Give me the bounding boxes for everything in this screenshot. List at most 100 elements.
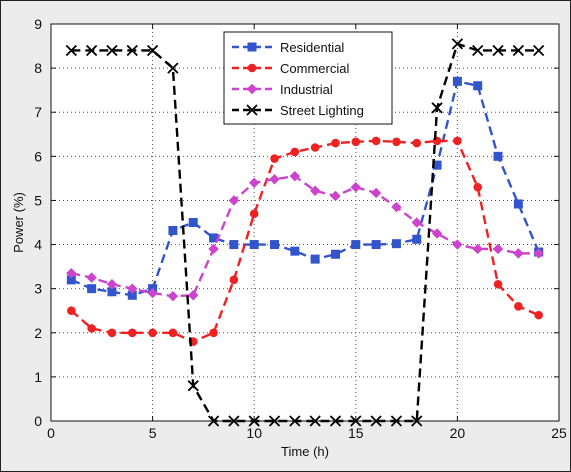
- series-line-street-lighting: [71, 42, 539, 423]
- data-point-residential: [371, 240, 381, 250]
- data-point-residential: [351, 240, 361, 250]
- data-point-commercial: [209, 328, 218, 338]
- data-point-commercial: [290, 147, 300, 157]
- data-point-commercial: [392, 137, 401, 147]
- data-point-industrial: [330, 190, 341, 202]
- data-point-street-lighting: [492, 44, 504, 57]
- data-point-industrial: [188, 290, 199, 301]
- x-marker-stroke: [126, 44, 138, 57]
- data-point-commercial: [514, 302, 523, 311]
- data-point-industrial: [248, 177, 260, 189]
- data-point-industrial: [208, 243, 219, 255]
- data-point-industrial: [86, 272, 97, 283]
- data-point-industrial: [147, 287, 158, 299]
- legend-swatch-marker: [247, 42, 257, 52]
- data-point-residential: [513, 199, 523, 209]
- data-point-industrial: [269, 174, 280, 185]
- data-point-residential: [310, 254, 320, 264]
- legend-item-industrial: Industrial: [232, 82, 333, 97]
- x-marker-stroke: [246, 104, 258, 116]
- plot-area-border: [50, 23, 560, 422]
- data-point-residential: [330, 249, 340, 259]
- data-point-industrial: [391, 201, 402, 213]
- x-marker-stroke: [106, 44, 118, 57]
- data-point-street-lighting: [126, 44, 138, 57]
- y-tick-label: 2: [34, 325, 42, 341]
- legend-label: Industrial: [280, 82, 333, 97]
- data-point-commercial: [270, 154, 279, 163]
- x-marker-stroke: [86, 44, 98, 57]
- x-marker-stroke: [65, 44, 77, 57]
- y-tick-label: 7: [34, 104, 42, 120]
- x-tick-label: 0: [47, 425, 55, 441]
- x-axis-ticks: 0 5 10 15 20 25: [47, 24, 567, 441]
- data-point-commercial: [107, 328, 117, 338]
- data-point-industrial: [309, 185, 321, 196]
- legend-label: Street Lighting: [280, 103, 364, 118]
- x-tick-label: 5: [149, 425, 157, 441]
- data-point-commercial: [148, 328, 157, 338]
- legend-swatch-marker: [246, 83, 258, 95]
- data-point-residential: [290, 246, 300, 256]
- data-point-residential: [270, 240, 280, 250]
- data-point-commercial: [249, 209, 259, 218]
- data-point-residential: [412, 234, 422, 244]
- data-point-industrial: [66, 268, 77, 279]
- x-tick-label: 20: [450, 425, 466, 441]
- x-marker-stroke: [472, 44, 484, 57]
- series-layer: [65, 38, 545, 427]
- data-point-industrial: [370, 187, 382, 199]
- x-marker-stroke: [146, 44, 159, 57]
- y-axis-label: Power (%): [11, 192, 26, 253]
- data-point-industrial: [411, 217, 422, 228]
- data-point-street-lighting: [65, 44, 77, 57]
- data-point-street-lighting: [472, 44, 484, 57]
- data-point-street-lighting: [431, 102, 443, 114]
- data-point-industrial: [513, 248, 524, 259]
- data-point-commercial: [534, 310, 543, 320]
- data-point-residential: [229, 240, 239, 250]
- data-point-industrial: [431, 228, 443, 239]
- data-point-street-lighting: [512, 44, 524, 57]
- y-tick-label: 4: [34, 237, 42, 253]
- x-axis-label: Time (h): [281, 444, 329, 459]
- y-tick-label: 9: [34, 16, 42, 32]
- y-tick-label: 3: [34, 281, 42, 297]
- data-point-residential: [391, 239, 401, 249]
- legend-item-street-lighting: Street Lighting: [232, 103, 364, 118]
- x-tick-label: 15: [348, 425, 364, 441]
- x-marker-stroke: [533, 44, 545, 57]
- data-point-street-lighting: [106, 44, 118, 57]
- y-tick-label: 5: [34, 192, 42, 208]
- data-point-commercial: [127, 328, 137, 338]
- x-marker-stroke: [451, 38, 464, 50]
- data-point-commercial: [493, 279, 503, 289]
- data-point-street-lighting: [451, 38, 464, 50]
- data-point-commercial: [371, 136, 381, 146]
- legend-swatch-marker: [247, 63, 257, 73]
- data-point-residential: [188, 218, 198, 227]
- data-point-street-lighting: [86, 44, 98, 57]
- x-marker-stroke: [167, 62, 179, 74]
- legend: Residential Commercial Industrial Street Li…: [223, 31, 393, 125]
- y-tick-label: 0: [34, 413, 42, 429]
- data-point-residential: [452, 76, 462, 86]
- data-point-industrial: [472, 243, 483, 255]
- series-line-industrial: [71, 174, 539, 298]
- data-point-commercial: [331, 138, 340, 148]
- data-point-residential: [249, 240, 259, 250]
- data-point-street-lighting: [167, 62, 179, 74]
- data-point-street-lighting: [146, 44, 159, 57]
- legend-item-commercial: Commercial: [232, 61, 349, 76]
- data-point-commercial: [229, 275, 239, 285]
- data-point-residential: [168, 225, 178, 235]
- x-marker-stroke: [187, 380, 199, 392]
- x-marker-stroke: [512, 44, 524, 57]
- data-point-industrial: [533, 248, 544, 259]
- legend-label: Commercial: [280, 61, 349, 76]
- data-point-industrial: [289, 170, 301, 182]
- data-point-industrial: [452, 239, 463, 250]
- data-point-commercial: [67, 306, 76, 316]
- x-tick-label: 25: [551, 425, 567, 441]
- data-point-commercial: [412, 138, 422, 148]
